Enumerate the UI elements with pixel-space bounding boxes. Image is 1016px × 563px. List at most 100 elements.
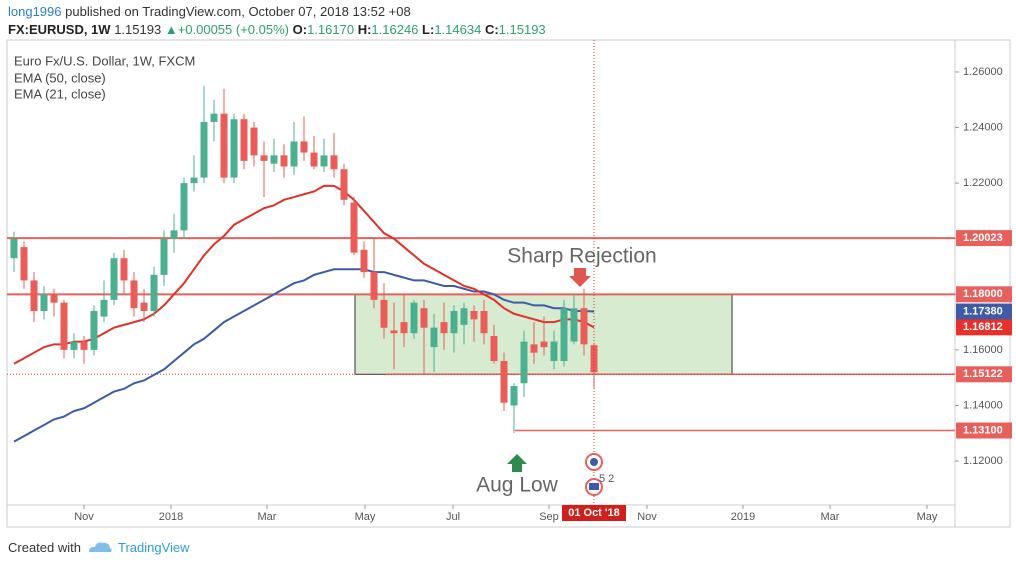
o-label: O:	[292, 22, 308, 37]
candle-body	[450, 310, 458, 334]
candle-body	[90, 310, 98, 350]
y-tick-label: 1.12000	[963, 455, 1003, 467]
price-label: 1.15122	[963, 368, 1003, 380]
brand[interactable]: TradingView	[118, 540, 190, 555]
candle-body	[150, 274, 158, 311]
candle-body	[290, 141, 298, 167]
candle-body	[70, 341, 78, 350]
legend-entry: EMA (21, close)	[14, 86, 106, 101]
candle-body	[560, 308, 568, 362]
x-tick-label: Nov	[74, 511, 94, 523]
candle-body	[540, 341, 548, 348]
candle-body	[270, 155, 278, 164]
y-tick-label: 1.14000	[963, 399, 1003, 411]
x-tick-label: 2018	[159, 511, 183, 523]
candle-body	[580, 308, 588, 345]
candle-body	[230, 119, 238, 178]
price-label-box	[956, 286, 1012, 303]
candle-body	[300, 141, 308, 153]
chart-title: Euro Fx/U.S. Dollar, 1W, FXCM	[14, 53, 195, 68]
x-tick-label: Mar	[258, 511, 277, 523]
candle-body	[570, 308, 578, 342]
candle-body	[370, 272, 378, 300]
x-tick-label: 2019	[731, 511, 755, 523]
candle-body	[80, 341, 88, 350]
candle-body	[440, 322, 448, 334]
created: Created with	[8, 540, 81, 555]
l-label: L:	[422, 22, 435, 37]
y-tick-label: 1.24000	[963, 121, 1003, 133]
candle-body	[530, 344, 538, 353]
annotation: Sharp Rejection	[507, 245, 656, 268]
price-label-box	[956, 303, 1012, 320]
candle-body	[280, 155, 288, 167]
crosshair-date-box	[562, 505, 626, 521]
candle-body	[410, 302, 418, 334]
x-tick-label: Jul	[446, 511, 460, 523]
candle-body	[60, 302, 68, 350]
candle-body	[240, 119, 248, 161]
ema-line	[13, 268, 595, 443]
c-label: C:	[484, 22, 499, 37]
change: +0.00055 (+0.05%)	[177, 22, 289, 37]
candle-body	[50, 294, 58, 303]
candle-body	[320, 155, 328, 167]
candle-body	[430, 327, 438, 348]
x-tick-label: Sep	[539, 511, 559, 523]
candle-body	[490, 336, 498, 362]
candle-body	[160, 238, 168, 275]
price-label-box	[956, 366, 1012, 383]
annotation: Aug Low	[476, 474, 559, 497]
c: 1.15193	[498, 22, 546, 37]
candle-body	[550, 341, 558, 362]
candle-body	[170, 230, 178, 239]
arrow-up	[507, 454, 527, 472]
publish-line: long1996 published on TradingView.com, O…	[8, 4, 411, 19]
price-label: 1.18000	[963, 288, 1003, 300]
candle-body	[330, 155, 338, 170]
event-icon	[590, 458, 598, 466]
h: 1.16246	[371, 22, 419, 37]
crosshair-date: 01 Oct '18	[568, 507, 620, 519]
author[interactable]: long1996	[8, 4, 62, 19]
candle-body	[110, 258, 118, 300]
candle-body	[250, 127, 258, 156]
price-label: 1.17380	[963, 305, 1003, 317]
candle-body	[20, 247, 28, 281]
candle-body	[390, 330, 398, 334]
h-label: H:	[357, 22, 372, 37]
price-label: 1.16812	[963, 321, 1003, 333]
y-tick-label: 1.22000	[963, 177, 1003, 189]
candle-body	[500, 361, 508, 403]
candle-body	[310, 152, 318, 167]
x-tick-label: Nov	[637, 511, 657, 523]
candle-body	[360, 249, 368, 273]
candle-body	[400, 322, 408, 334]
x-tick-label: May	[917, 511, 938, 523]
l: 1.14634	[434, 22, 482, 37]
price-label-box	[956, 230, 1012, 247]
arrow-down	[569, 268, 591, 287]
event-icon	[589, 483, 599, 490]
candle-body	[30, 280, 38, 311]
y-tick-label: 1.26000	[963, 66, 1003, 78]
candle-body	[460, 308, 468, 325]
event-count: 5 2	[599, 473, 614, 485]
candle-body	[380, 299, 388, 328]
symbol: FX:EURUSD, 1W	[8, 22, 111, 37]
candle-body	[480, 310, 488, 334]
price-label: 1.13100	[963, 424, 1003, 436]
candle-body	[510, 386, 518, 406]
price-label: 1.20023	[963, 232, 1003, 244]
candle-body	[470, 310, 478, 320]
candle-body	[420, 308, 428, 328]
logo	[88, 542, 112, 552]
ema-line	[13, 184, 595, 365]
quote-line: FX:EURUSD, 1W 1.15193 ▲+0.00055 (+0.05%)…	[8, 22, 546, 37]
last: 1.15193	[114, 22, 162, 37]
x-tick-label: Mar	[821, 511, 840, 523]
candle-body	[210, 113, 218, 122]
candle-body	[100, 299, 108, 317]
